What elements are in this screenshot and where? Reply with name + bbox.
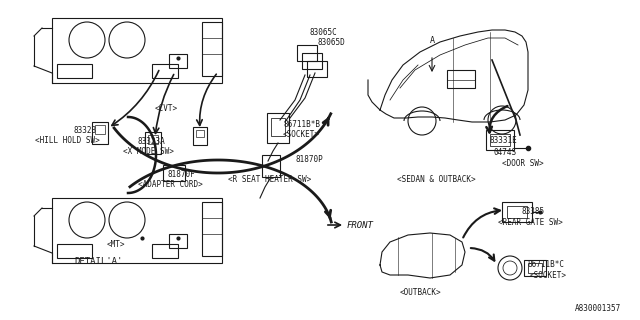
Bar (524, 260, 546, 276)
Text: A830001357: A830001357 (575, 304, 621, 313)
Text: <SEDAN & OUTBACK>: <SEDAN & OUTBACK> (397, 175, 476, 184)
Text: 81870F: 81870F (168, 170, 196, 179)
Bar (52, 198, 222, 263)
Bar (152, 244, 178, 258)
Bar (148, 135, 158, 144)
Bar (163, 165, 185, 181)
Text: <ADAPTER CORD>: <ADAPTER CORD> (138, 180, 203, 189)
Bar (196, 130, 204, 137)
Text: 86711B*B: 86711B*B (283, 120, 320, 129)
Bar (302, 53, 322, 69)
Text: <CVT>: <CVT> (155, 104, 178, 113)
Bar (152, 64, 178, 78)
Bar (92, 122, 108, 144)
Bar (95, 125, 105, 134)
Text: 83065D: 83065D (318, 38, 346, 47)
Text: 83323: 83323 (73, 126, 96, 135)
Text: 83065C: 83065C (310, 28, 338, 37)
Text: <SOCKET>: <SOCKET> (530, 271, 567, 280)
Bar (52, 18, 222, 83)
Text: 83385: 83385 (521, 207, 544, 216)
Bar (486, 130, 514, 150)
Bar (202, 202, 222, 256)
Bar (267, 113, 289, 143)
Text: 83323A: 83323A (138, 137, 166, 146)
Text: 0474S: 0474S (494, 148, 517, 157)
Text: <DOOR SW>: <DOOR SW> (502, 159, 543, 168)
Bar (507, 206, 527, 218)
Bar (169, 54, 187, 68)
Text: A: A (430, 36, 435, 45)
Text: <REAR GATE SW>: <REAR GATE SW> (498, 218, 563, 227)
Bar (169, 234, 187, 248)
Bar (271, 118, 285, 136)
Bar (297, 45, 317, 61)
Text: DETAIL'A': DETAIL'A' (74, 257, 122, 266)
Bar (145, 132, 161, 154)
Text: <MT>: <MT> (107, 240, 125, 249)
Bar (262, 155, 280, 177)
Bar (528, 263, 542, 273)
Bar (202, 22, 222, 76)
Bar (193, 127, 207, 145)
Text: 81870P: 81870P (295, 155, 323, 164)
Bar (57, 244, 92, 258)
Text: <R SEAT HEATER SW>: <R SEAT HEATER SW> (228, 175, 311, 184)
Bar (307, 61, 327, 77)
Text: <SOCKET>: <SOCKET> (283, 130, 320, 139)
Text: <HILL HOLD SW>: <HILL HOLD SW> (35, 136, 100, 145)
Text: 83331E: 83331E (490, 136, 518, 145)
Bar (447, 70, 475, 88)
Text: <X MODE SW>: <X MODE SW> (123, 147, 174, 156)
Text: 86711B*C: 86711B*C (528, 260, 565, 269)
Text: FRONT: FRONT (347, 220, 374, 229)
Bar (502, 202, 532, 222)
Bar (490, 134, 510, 146)
Bar (57, 64, 92, 78)
Text: <OUTBACK>: <OUTBACK> (400, 288, 442, 297)
